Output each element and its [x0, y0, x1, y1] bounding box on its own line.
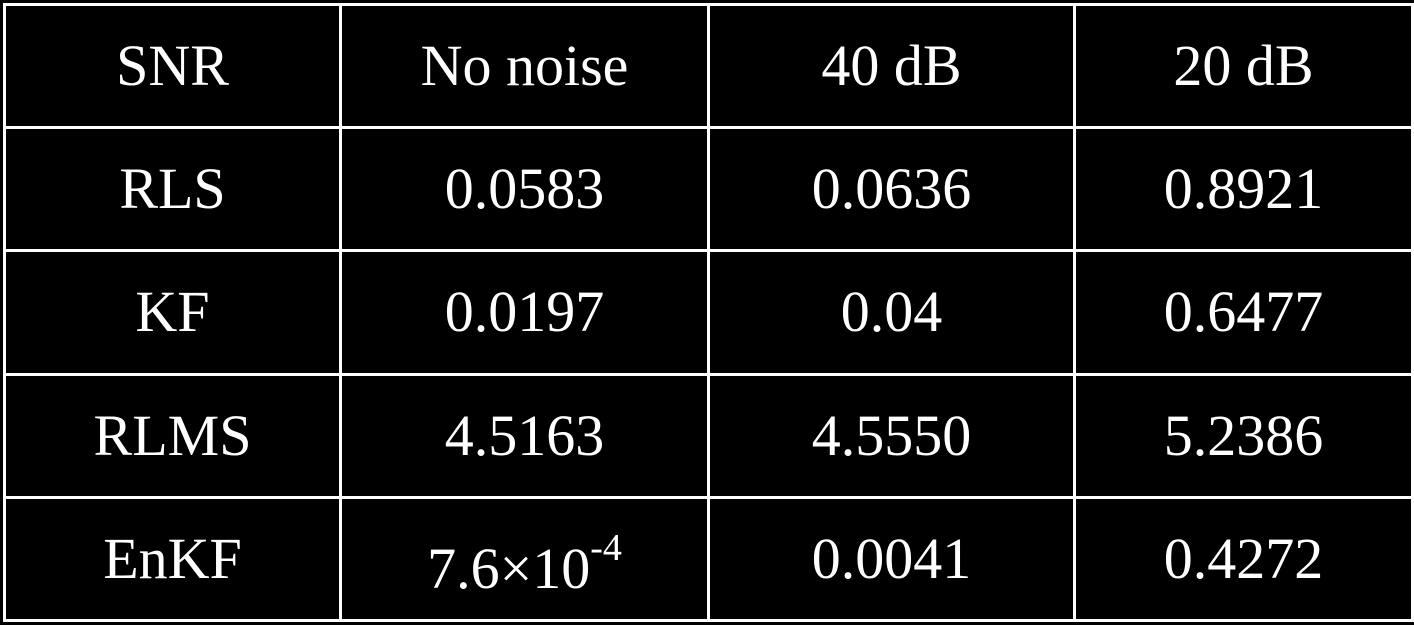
- header-cell-no-noise: No noise: [339, 2, 710, 130]
- value-cell: 0.6477: [1073, 249, 1414, 376]
- scientific-exponent: -4: [590, 526, 622, 569]
- value-cell: 0.0041: [707, 495, 1076, 623]
- header-cell-snr: SNR: [3, 2, 342, 130]
- value-cell: 0.0197: [339, 249, 710, 376]
- header-cell-40db: 40 dB: [707, 2, 1076, 130]
- header-cell-20db: 20 dB: [1073, 2, 1414, 130]
- value-cell: 4.5550: [707, 372, 1076, 499]
- method-cell-kf: KF: [3, 249, 342, 376]
- method-cell-rls: RLS: [3, 126, 342, 253]
- method-cell-enkf: EnKF: [3, 495, 342, 623]
- value-cell: 0.4272: [1073, 495, 1414, 623]
- scientific-mantissa: 7.6×10: [427, 535, 591, 601]
- value-cell: 0.8921: [1073, 126, 1414, 253]
- method-cell-rlms: RLMS: [3, 372, 342, 499]
- value-cell: 0.0583: [339, 126, 710, 253]
- table-row: KF 0.0197 0.04 0.6477: [3, 249, 1414, 376]
- value-cell-scientific: 7.6×10-4: [339, 495, 710, 623]
- value-cell: 4.5163: [339, 372, 710, 499]
- scientific-value: 7.6×10-4: [427, 529, 622, 598]
- value-cell: 0.0636: [707, 126, 1076, 253]
- value-cell: 5.2386: [1073, 372, 1414, 499]
- value-cell: 0.04: [707, 249, 1076, 376]
- table-row: EnKF 7.6×10-4 0.0041 0.4272: [3, 495, 1414, 623]
- table-row: RLMS 4.5163 4.5550 5.2386: [3, 372, 1414, 499]
- results-table: SNR No noise 40 dB 20 dB RLS 0.0583 0.06…: [3, 2, 1414, 623]
- header-row: SNR No noise 40 dB 20 dB: [3, 2, 1414, 130]
- table-row: RLS 0.0583 0.0636 0.8921: [3, 126, 1414, 253]
